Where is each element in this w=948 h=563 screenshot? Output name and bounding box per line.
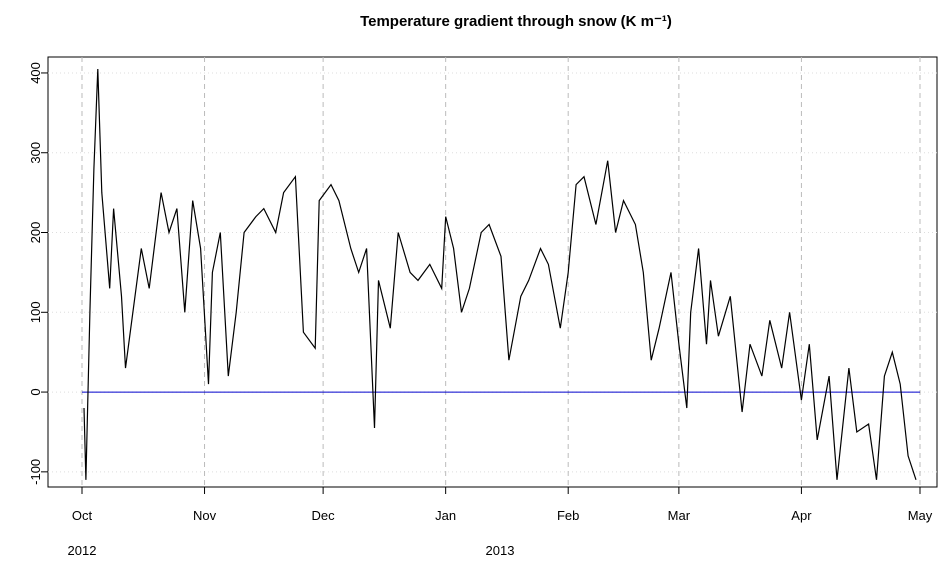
x-tick-label: Apr xyxy=(791,508,812,523)
y-tick-label: -100 xyxy=(28,459,43,485)
y-tick-label: 200 xyxy=(28,222,43,244)
chart-title: Temperature gradient through snow (K m⁻¹… xyxy=(360,13,672,30)
x-tick-label: Nov xyxy=(193,508,217,523)
x-tick-label: Feb xyxy=(557,508,579,523)
y-tick-label: 100 xyxy=(28,301,43,323)
x-tick-label: Mar xyxy=(668,508,691,523)
y-tick-label: 300 xyxy=(28,142,43,164)
plot-frame xyxy=(47,56,938,488)
year-label: 2013 xyxy=(486,543,515,558)
x-tick-label: Jan xyxy=(435,508,456,523)
year-label: 2012 xyxy=(68,543,97,558)
x-tick-label: Dec xyxy=(312,508,336,523)
y-tick-label: 0 xyxy=(28,388,43,395)
x-tick-label: May xyxy=(908,508,933,523)
y-tick-label: 400 xyxy=(28,62,43,84)
x-tick-label: Oct xyxy=(72,508,93,523)
data-line xyxy=(83,68,917,480)
